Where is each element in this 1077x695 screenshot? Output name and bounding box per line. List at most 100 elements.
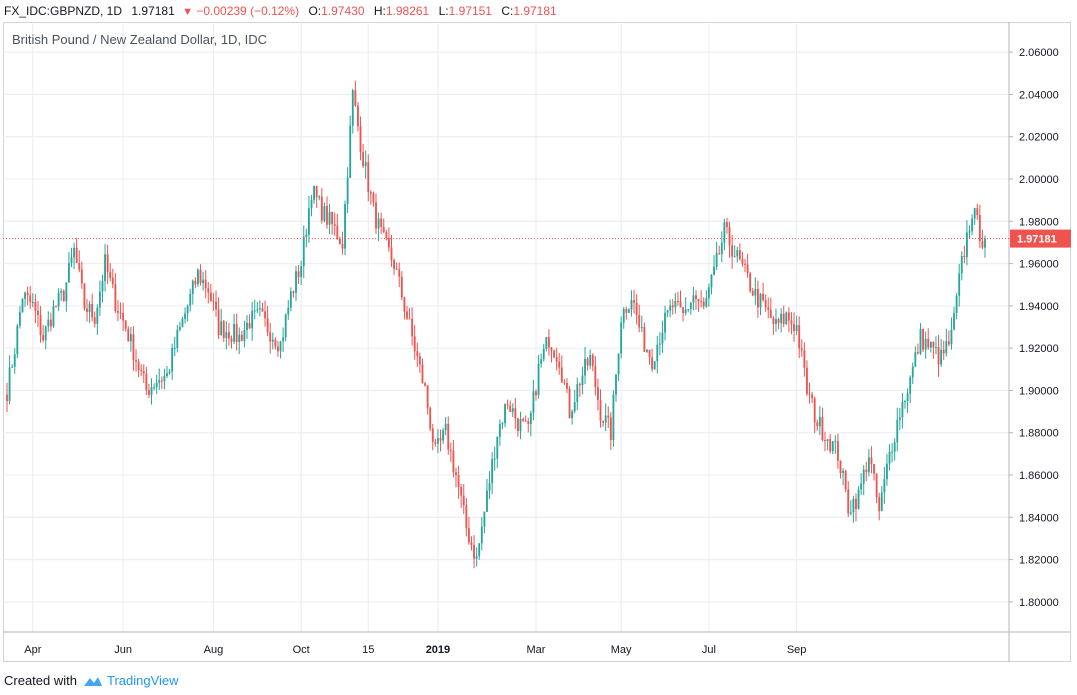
candle-body bbox=[434, 441, 437, 444]
candle-body bbox=[511, 408, 514, 412]
candle-body bbox=[462, 495, 465, 506]
candle-body bbox=[555, 357, 558, 362]
candle-body bbox=[953, 312, 955, 330]
candle-body bbox=[11, 366, 14, 368]
candle-body bbox=[715, 253, 718, 267]
candle-body bbox=[385, 232, 388, 239]
chart-frame[interactable] bbox=[3, 22, 1071, 662]
candle-body bbox=[808, 393, 811, 395]
candle-body bbox=[413, 336, 416, 352]
candle-body bbox=[496, 436, 499, 459]
candle-body bbox=[578, 384, 581, 386]
candle-body bbox=[171, 348, 174, 372]
candle-body bbox=[945, 341, 948, 354]
candle-body bbox=[772, 317, 775, 324]
candle-body bbox=[39, 315, 42, 336]
candle-body bbox=[966, 232, 968, 257]
candle-body bbox=[888, 451, 891, 464]
x-tick-label: May bbox=[611, 644, 632, 656]
candle-body bbox=[873, 464, 875, 474]
candle-body bbox=[310, 200, 313, 209]
candle-body bbox=[455, 472, 457, 476]
candle-body bbox=[746, 264, 749, 274]
tradingview-logo-icon[interactable] bbox=[83, 675, 103, 687]
candle-body bbox=[256, 309, 259, 311]
candle-body bbox=[416, 351, 419, 357]
x-tick-label: 15 bbox=[362, 644, 374, 656]
candle-body bbox=[836, 441, 839, 461]
candle-body bbox=[431, 428, 434, 442]
y-tick-label: 2.06000 bbox=[1019, 47, 1059, 59]
candle-body bbox=[302, 236, 305, 267]
candle-body bbox=[942, 349, 945, 354]
candle-body bbox=[424, 383, 426, 386]
candlestick-chart[interactable]: 2.06000 2.04000 2.02000 2.00000 1.98000 1.960… bbox=[3, 22, 1071, 662]
candle-body bbox=[550, 347, 553, 351]
candle-body bbox=[163, 376, 166, 382]
candle-body bbox=[421, 364, 424, 384]
candle-body bbox=[323, 205, 326, 221]
candle-body bbox=[558, 361, 561, 368]
candle-body bbox=[284, 314, 287, 338]
candle-body bbox=[230, 338, 233, 342]
candle-body bbox=[759, 293, 762, 308]
down-arrow-icon: ▼ bbox=[182, 6, 193, 18]
candle-body bbox=[109, 271, 112, 278]
candle-body bbox=[251, 310, 254, 329]
candle-body bbox=[486, 490, 488, 512]
candle-body bbox=[540, 359, 543, 364]
candle-body bbox=[369, 192, 372, 194]
candle-body bbox=[542, 348, 545, 360]
candle-body bbox=[527, 421, 530, 425]
candle-body bbox=[328, 211, 331, 225]
candle-body bbox=[367, 162, 370, 193]
candle-body bbox=[924, 338, 927, 350]
candle-body bbox=[124, 320, 127, 329]
candle-body bbox=[467, 528, 470, 543]
candle-body bbox=[751, 290, 754, 296]
candle-body bbox=[687, 309, 690, 311]
x-tick-label: Jun bbox=[114, 644, 132, 656]
candle-body bbox=[235, 323, 238, 342]
y-tick-label: 1.92000 bbox=[1019, 343, 1059, 355]
candle-body bbox=[181, 318, 184, 327]
candle-body bbox=[617, 353, 620, 375]
candle-body bbox=[547, 337, 550, 348]
candle-body bbox=[653, 361, 656, 370]
candle-body bbox=[612, 394, 615, 441]
last-price: 1.97181 bbox=[131, 4, 175, 18]
tradingview-link[interactable]: TradingView bbox=[106, 673, 179, 688]
candle-body bbox=[393, 259, 395, 269]
candle-body bbox=[947, 341, 950, 345]
candle-body bbox=[233, 323, 236, 342]
candle-body bbox=[537, 363, 540, 396]
close-label: C: bbox=[501, 4, 514, 18]
candle-body bbox=[326, 205, 328, 225]
candle-body bbox=[581, 375, 584, 386]
footer: Created with TradingView bbox=[4, 671, 179, 691]
candle-body bbox=[514, 408, 517, 419]
candle-body bbox=[62, 290, 65, 302]
candle-body bbox=[119, 312, 122, 314]
candle-body bbox=[940, 349, 943, 365]
candle-body bbox=[633, 300, 635, 303]
candle-body bbox=[227, 332, 230, 339]
candle-body bbox=[380, 218, 383, 227]
symbol-label[interactable]: FX_IDC:GBPNZD, 1D bbox=[4, 4, 123, 18]
candle-body bbox=[862, 469, 865, 484]
candle-body bbox=[909, 377, 912, 394]
candle-body bbox=[362, 151, 365, 167]
candle-body bbox=[973, 208, 976, 219]
candle-body bbox=[857, 489, 860, 510]
candle-body bbox=[519, 419, 522, 432]
candle-body bbox=[741, 259, 744, 264]
candle-body bbox=[932, 341, 935, 348]
candle-body bbox=[473, 544, 475, 559]
candle-body bbox=[313, 186, 316, 201]
candle-body bbox=[635, 302, 638, 316]
candle-body bbox=[243, 330, 246, 341]
candle-body bbox=[277, 346, 279, 352]
candle-body bbox=[34, 301, 37, 311]
candle-body bbox=[305, 234, 308, 237]
candle-body bbox=[883, 479, 886, 493]
